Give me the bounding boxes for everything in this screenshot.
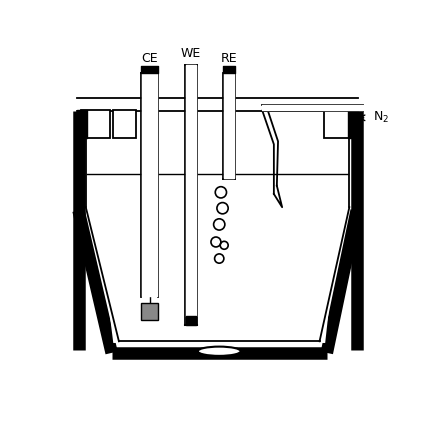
Bar	[80, 110, 110, 138]
Text: N$_2$: N$_2$	[372, 110, 388, 126]
Text: RE: RE	[220, 52, 237, 65]
Bar	[323, 110, 353, 138]
Polygon shape	[84, 111, 350, 343]
Bar	[141, 303, 158, 320]
Ellipse shape	[197, 347, 240, 356]
Text: CE: CE	[141, 52, 158, 65]
Bar	[113, 110, 136, 138]
Text: WE: WE	[181, 47, 201, 60]
